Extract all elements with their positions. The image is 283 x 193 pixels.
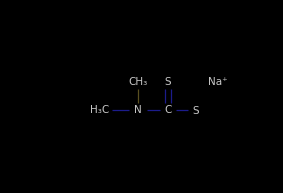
Text: S: S: [193, 106, 199, 116]
Text: H₃C: H₃C: [90, 105, 110, 115]
Text: CH₃: CH₃: [128, 77, 148, 87]
Text: S: S: [165, 77, 171, 87]
Text: Na⁺: Na⁺: [208, 77, 228, 87]
Text: N: N: [134, 105, 142, 115]
Text: C: C: [164, 105, 172, 115]
